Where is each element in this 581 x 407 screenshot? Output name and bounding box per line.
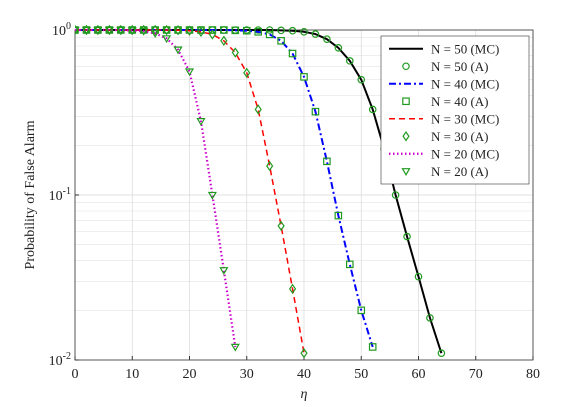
data-point (265, 26, 274, 34)
data-point (220, 26, 228, 34)
y-axis-label: Probability of False Alarm (23, 120, 38, 269)
data-point (323, 35, 331, 43)
legend-label: N = 20 (A) (431, 164, 489, 179)
data-point (300, 347, 308, 359)
data-point (426, 314, 434, 322)
series-line (75, 29, 374, 348)
data-point (75, 24, 79, 36)
data-point (311, 107, 320, 116)
data-point (196, 118, 206, 126)
data-point (104, 26, 114, 35)
legend-marker (401, 168, 411, 176)
plot-frame (74, 29, 534, 361)
legend-marker (402, 131, 410, 142)
data-point (75, 26, 80, 35)
data-point (391, 191, 400, 199)
series-line (75, 29, 305, 354)
data-point (437, 349, 446, 357)
data-point (288, 49, 297, 58)
data-point (346, 260, 354, 269)
data-point (162, 24, 171, 36)
data-point (254, 28, 263, 36)
data-point (357, 306, 366, 315)
legend-marker (402, 97, 410, 106)
data-point (231, 26, 240, 35)
data-point (116, 26, 126, 35)
legend: N = 50 (MC) N = 50 (A) N = 40 (MC) N = 40 (… (380, 35, 530, 185)
legend-label: N = 40 (A) (431, 94, 489, 109)
data-point (162, 35, 172, 44)
y-tick-label: 10-2 (49, 351, 71, 369)
data-point (368, 105, 377, 114)
data-point (220, 35, 228, 47)
data-point (334, 211, 343, 220)
data-point (345, 57, 354, 65)
data-point (243, 67, 251, 79)
data-point (242, 26, 251, 35)
x-tick-label: 20 (183, 367, 197, 382)
data-point (300, 73, 308, 81)
x-axis-label: η (301, 387, 308, 402)
x-tick-label: 30 (240, 367, 254, 382)
legend-label: N = 20 (MC) (431, 146, 499, 161)
data-point (185, 25, 194, 36)
y-tick-label: 100 (52, 21, 71, 39)
data-point (265, 30, 274, 39)
legend-label: N = 50 (A) (431, 59, 489, 74)
x-tick-label: 80 (526, 367, 540, 382)
x-tick-label: 50 (354, 367, 368, 382)
data-point (277, 220, 285, 232)
legend-label: N = 50 (MC) (431, 41, 499, 56)
series-line (75, 28, 237, 348)
x-tick-label: 0 (72, 367, 79, 382)
data-point (150, 30, 160, 39)
data-point (230, 343, 240, 352)
data-point (300, 28, 308, 36)
data-point (127, 27, 137, 36)
data-point (207, 191, 217, 200)
data-point (414, 272, 423, 281)
data-point (311, 30, 320, 38)
data-point (184, 68, 195, 77)
data-point (403, 232, 411, 241)
legend-label: N = 40 (MC) (431, 76, 499, 91)
legend-box (380, 35, 530, 185)
data-point (173, 46, 183, 55)
data-point (231, 47, 239, 58)
data-point (334, 44, 343, 52)
data-point (368, 343, 377, 351)
legend-label: N = 30 (A) (431, 129, 489, 144)
x-tick-label: 40 (297, 367, 311, 382)
data-point (208, 29, 217, 40)
data-point (139, 27, 149, 36)
data-point (266, 160, 274, 172)
data-point (288, 283, 297, 295)
data-point (219, 267, 229, 275)
data-point (254, 104, 262, 115)
data-point (197, 26, 205, 38)
x-tick-label: 10 (125, 367, 139, 382)
data-point (81, 26, 92, 35)
data-point (288, 26, 297, 35)
data-point (277, 26, 285, 35)
data-point (277, 37, 285, 45)
data-point (174, 25, 182, 36)
y-tick-label: 10-1 (49, 186, 71, 204)
legend-marker (402, 62, 410, 71)
data-point (357, 75, 366, 84)
legend-label: N = 30 (MC) (431, 111, 499, 126)
data-point (323, 157, 331, 166)
data-point (93, 26, 103, 35)
data-point (208, 26, 217, 34)
x-tick-label: 60 (412, 367, 426, 382)
x-tick-label: 70 (469, 367, 483, 382)
